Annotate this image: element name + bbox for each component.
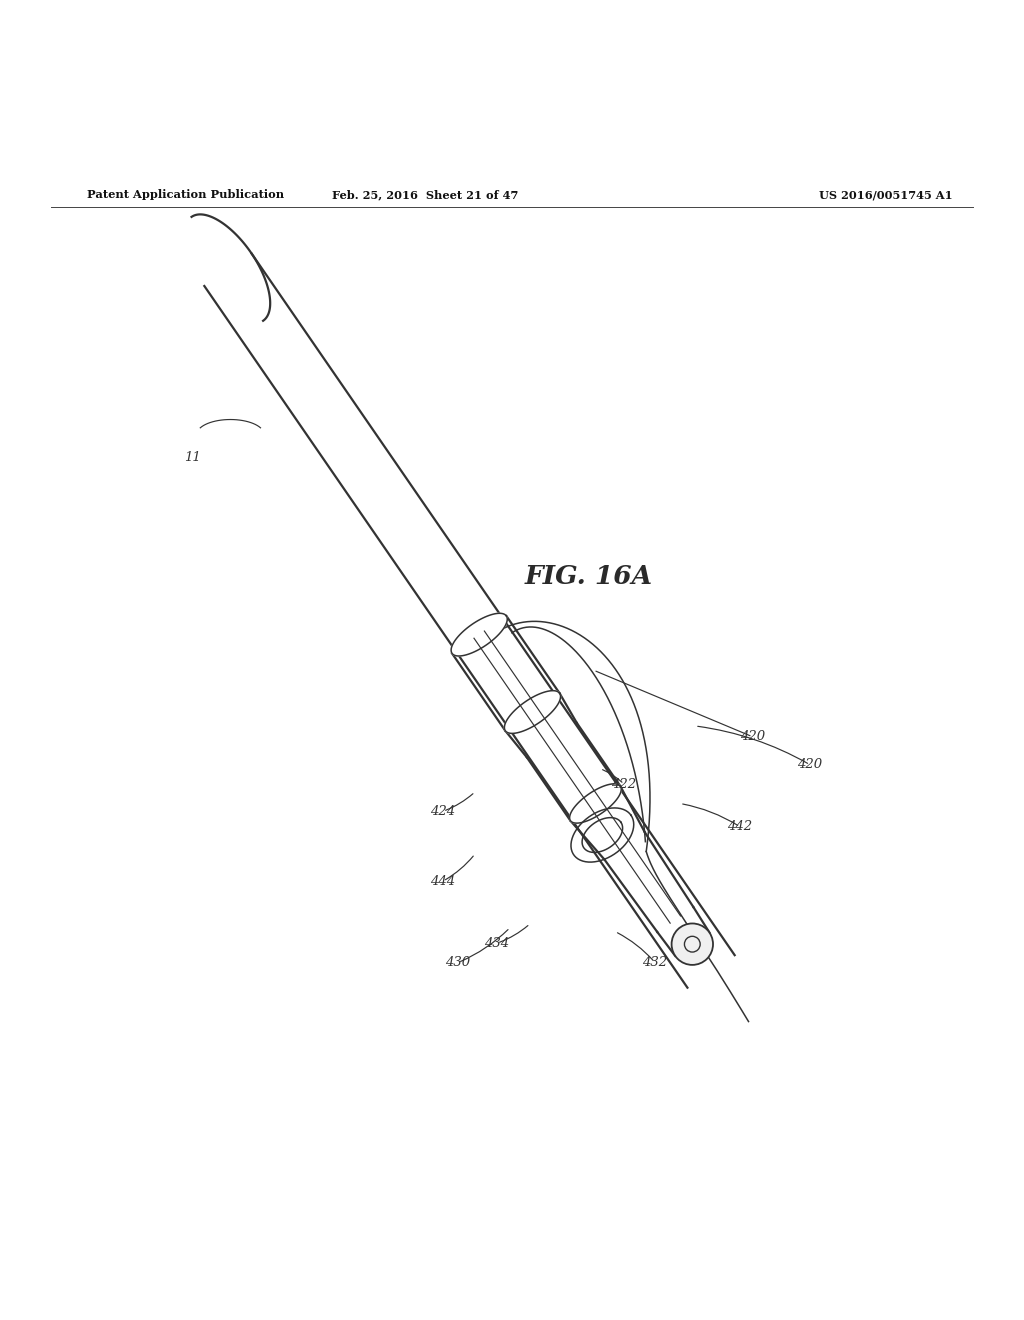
Text: 420: 420 xyxy=(740,730,765,743)
Text: 434: 434 xyxy=(484,937,510,949)
Text: Feb. 25, 2016  Sheet 21 of 47: Feb. 25, 2016 Sheet 21 of 47 xyxy=(332,189,518,201)
Text: 422: 422 xyxy=(611,777,637,791)
Polygon shape xyxy=(505,690,560,734)
Text: 444: 444 xyxy=(430,875,456,887)
Text: 430: 430 xyxy=(445,956,471,969)
Text: Patent Application Publication: Patent Application Publication xyxy=(87,189,285,201)
Text: 442: 442 xyxy=(727,820,753,833)
Polygon shape xyxy=(452,614,507,656)
Text: 420: 420 xyxy=(798,758,822,771)
Text: 11: 11 xyxy=(184,450,201,463)
Text: US 2016/0051745 A1: US 2016/0051745 A1 xyxy=(819,189,952,201)
Text: FIG. 16A: FIG. 16A xyxy=(524,564,653,589)
Text: 424: 424 xyxy=(430,805,456,818)
Circle shape xyxy=(672,924,713,965)
Text: 432: 432 xyxy=(642,956,668,969)
Polygon shape xyxy=(569,784,622,824)
